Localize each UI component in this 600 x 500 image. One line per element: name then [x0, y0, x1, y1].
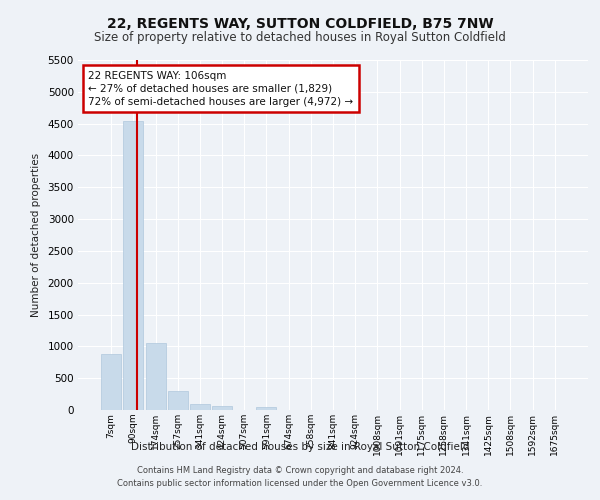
Bar: [256, 407, 277, 410]
Bar: [168, 391, 188, 410]
Text: Contains HM Land Registry data © Crown copyright and database right 2024.
Contai: Contains HM Land Registry data © Crown c…: [118, 466, 482, 487]
Bar: [212, 406, 232, 410]
Text: 22 REGENTS WAY: 106sqm
← 27% of detached houses are smaller (1,829)
72% of semi-: 22 REGENTS WAY: 106sqm ← 27% of detached…: [88, 70, 353, 107]
Bar: [190, 404, 210, 410]
Bar: [146, 342, 166, 410]
Text: Size of property relative to detached houses in Royal Sutton Coldfield: Size of property relative to detached ho…: [94, 31, 506, 44]
Text: 22, REGENTS WAY, SUTTON COLDFIELD, B75 7NW: 22, REGENTS WAY, SUTTON COLDFIELD, B75 7…: [107, 18, 493, 32]
Bar: [101, 354, 121, 410]
Text: Distribution of detached houses by size in Royal Sutton Coldfield: Distribution of detached houses by size …: [131, 442, 469, 452]
Bar: [124, 121, 143, 410]
Y-axis label: Number of detached properties: Number of detached properties: [31, 153, 41, 317]
